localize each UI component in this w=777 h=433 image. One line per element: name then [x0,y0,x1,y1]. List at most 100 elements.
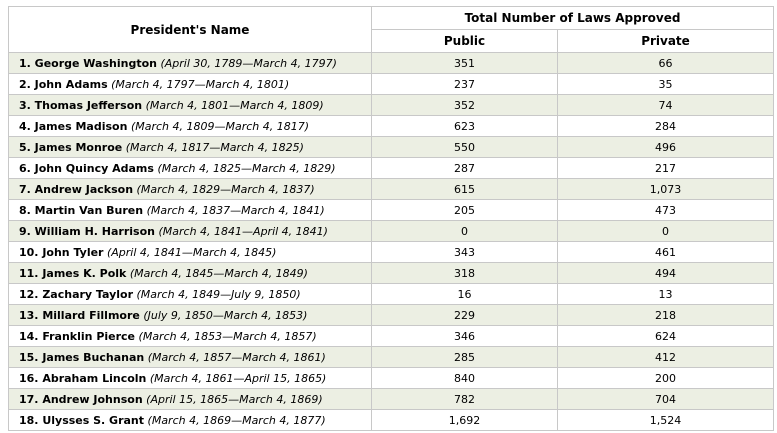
public-laws-cell: 615 [371,178,558,200]
president-cell: 1. George Washington (April 30, 1789—Mar… [8,52,372,74]
private-laws-cell: 1,073 [556,178,775,200]
president-name: 11. James K. Polk [19,266,127,280]
private-laws-cell: 494 [556,262,775,284]
table-row: 15. James Buchanan (March 4, 1857—March … [8,346,775,368]
private-laws-cell: 704 [556,388,775,410]
term-dates: (March 4, 1857—March 4, 1861) [147,350,326,364]
table-row: 8. Martin Van Buren (March 4, 1837—March… [8,199,775,221]
president-name-header: President's Name [8,6,372,53]
president-cell: 11. James K. Polk (March 4, 1845—March 4… [8,262,372,284]
term-dates: (March 4, 1809—March 4, 1817) [130,119,310,133]
president-name: 1. George Washington [19,56,157,70]
term-dates: (April 30, 1789—March 4, 1797) [160,56,337,70]
term-dates: (April 4, 1841—March 4, 1845) [106,245,277,259]
president-name: 18. Ulysses S. Grant [19,413,145,427]
president-name: 3. Thomas Jefferson [19,98,143,112]
private-laws-cell: 74 [556,94,775,116]
public-laws-cell: 351 [371,52,558,74]
term-dates: (March 4, 1797—March 4, 1801) [111,77,290,91]
president-name: 7. Andrew Jackson [19,182,134,196]
public-laws-cell: 840 [371,367,558,389]
public-laws-cell: 205 [371,199,558,221]
president-cell: 8. Martin Van Buren (March 4, 1837—March… [8,199,372,221]
private-laws-cell: 35 [556,73,775,95]
public-header: Public [371,29,558,53]
president-name: 15. James Buchanan [19,350,145,364]
private-laws-cell: 496 [556,136,775,158]
term-dates: (March 4, 1801—March 4, 1809) [145,98,324,112]
president-cell: 16. Abraham Lincoln (March 4, 1861—April… [8,367,372,389]
president-cell: 9. William H. Harrison (March 4, 1841—Ap… [8,220,372,242]
public-laws-cell: 287 [371,157,558,179]
public-laws-cell: 229 [371,304,558,326]
president-cell: 6. John Quincy Adams (March 4, 1825—Marc… [8,157,372,179]
president-name: 13. Millard Fillmore [19,308,140,322]
public-laws-cell: 352 [371,94,558,116]
term-dates: (July 9, 1850—March 4, 1853) [143,308,308,322]
private-laws-cell: 624 [556,325,775,347]
table-row: 5. James Monroe (March 4, 1817—March 4, … [8,136,775,158]
president-cell: 10. John Tyler (April 4, 1841—March 4, 1… [8,241,372,263]
laws-approved-table: President's Name Total Number of Laws Ap… [8,6,775,431]
table-row: 11. James K. Polk (March 4, 1845—March 4… [8,262,775,284]
private-laws-cell: 13 [556,283,775,305]
private-laws-cell: 461 [556,241,775,263]
president-name: 5. James Monroe [19,140,123,154]
term-dates: (March 4, 1841—April 4, 1841) [158,224,328,238]
term-dates: (March 4, 1829—March 4, 1837) [136,182,315,196]
table-row: 10. John Tyler (April 4, 1841—March 4, 1… [8,241,775,263]
president-name: 17. Andrew Johnson [19,392,143,406]
table-row: 9. William H. Harrison (March 4, 1841—Ap… [8,220,775,242]
term-dates: (March 4, 1869—March 4, 1877) [147,413,326,427]
term-dates: (March 4, 1837—March 4, 1841) [146,203,325,217]
public-laws-cell: 343 [371,241,558,263]
president-cell: 2. John Adams (March 4, 1797—March 4, 18… [8,73,372,95]
president-cell: 4. James Madison (March 4, 1809—March 4,… [8,115,372,137]
president-name: 9. William H. Harrison [19,224,155,238]
president-cell: 15. James Buchanan (March 4, 1857—March … [8,346,372,368]
table-body: 1. George Washington (April 30, 1789—Mar… [8,52,775,431]
private-laws-cell: 217 [556,157,775,179]
public-laws-cell: 0 [371,220,558,242]
private-laws-cell: 473 [556,199,775,221]
term-dates: (March 4, 1825—March 4, 1829) [157,161,336,175]
table-row: 7. Andrew Jackson (March 4, 1829—March 4… [8,178,775,200]
president-name: 10. John Tyler [19,245,104,259]
table-row: 4. James Madison (March 4, 1809—March 4,… [8,115,775,137]
table-header: President's Name Total Number of Laws Ap… [8,6,775,53]
private-laws-cell: 200 [556,367,775,389]
table-row: 13. Millard Fillmore (July 9, 1850—March… [8,304,775,326]
president-cell: 3. Thomas Jefferson (March 4, 1801—March… [8,94,372,116]
public-laws-cell: 237 [371,73,558,95]
table-row: 12. Zachary Taylor (March 4, 1849—July 9… [8,283,775,305]
president-cell: 12. Zachary Taylor (March 4, 1849—July 9… [8,283,372,305]
president-name: 14. Franklin Pierce [19,329,136,343]
private-laws-cell: 66 [556,52,775,74]
total-laws-header: Total Number of Laws Approved [370,6,775,30]
public-laws-cell: 318 [371,262,558,284]
president-cell: 18. Ulysses S. Grant (March 4, 1869—Marc… [8,409,372,431]
term-dates: (March 4, 1845—March 4, 1849) [129,266,308,280]
private-laws-cell: 284 [556,115,775,137]
president-name: 4. James Madison [19,119,128,133]
term-dates: (March 4, 1853—March 4, 1857) [138,329,317,343]
president-name: 12. Zachary Taylor [19,287,134,301]
president-name: 8. Martin Van Buren [19,203,144,217]
table-row: 14. Franklin Pierce (March 4, 1853—March… [8,325,775,347]
president-name: 16. Abraham Lincoln [19,371,147,385]
public-laws-cell: 550 [371,136,558,158]
table-row: 6. John Quincy Adams (March 4, 1825—Marc… [8,157,775,179]
president-name: 2. John Adams [19,77,108,91]
public-laws-cell: 1,692 [371,409,558,431]
table-row: 2. John Adams (March 4, 1797—March 4, 18… [8,73,775,95]
public-laws-cell: 285 [371,346,558,368]
term-dates: (March 4, 1849—July 9, 1850) [136,287,301,301]
table-row: 1. George Washington (April 30, 1789—Mar… [8,52,775,74]
private-laws-cell: 1,524 [556,409,775,431]
president-cell: 5. James Monroe (March 4, 1817—March 4, … [8,136,372,158]
private-laws-cell: 412 [556,346,775,368]
president-name: 6. John Quincy Adams [19,161,154,175]
term-dates: (March 4, 1861—April 15, 1865) [149,371,327,385]
president-cell: 7. Andrew Jackson (March 4, 1829—March 4… [8,178,372,200]
private-laws-cell: 218 [556,304,775,326]
